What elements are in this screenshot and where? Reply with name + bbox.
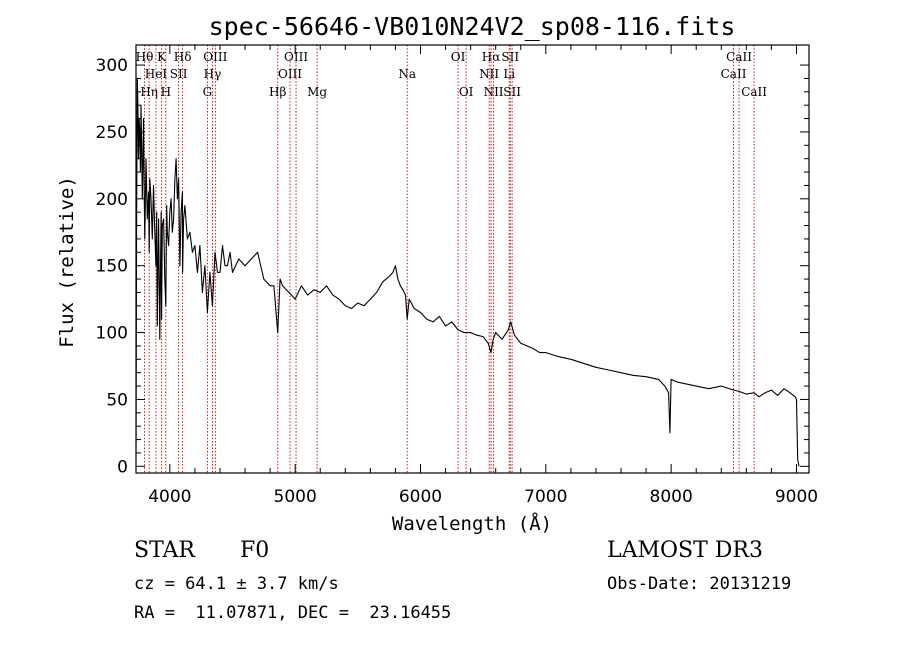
- x-axis-label: Wavelength (Å): [392, 512, 552, 535]
- plot-frame: [135, 44, 810, 474]
- line-marker-label-19: NII: [479, 67, 499, 81]
- y-tick-label: 250: [96, 123, 128, 143]
- y-tick-label: 200: [96, 190, 128, 210]
- line-marker-label-13: OIII: [278, 67, 302, 81]
- object-subclass: F0: [240, 538, 270, 563]
- chart-title: spec-56646-VB010N24V2_sp08-116.fits: [209, 12, 736, 41]
- line-marker-label-6: H: [161, 85, 171, 99]
- line-marker-label-22: Li: [503, 67, 515, 81]
- line-marker-label-16: Na: [398, 67, 416, 81]
- y-axis-label: Flux (relative): [56, 176, 78, 348]
- y-tick-label: 0: [117, 457, 128, 477]
- survey-label: LAMOST DR3: [607, 538, 763, 563]
- line-marker-label-20: Hα: [482, 50, 501, 64]
- line-marker-label-11: OIII: [203, 50, 227, 64]
- x-axis: 4000 5000 6000 7000 8000 9000: [148, 45, 818, 507]
- x-tick-label: 4000: [148, 487, 191, 507]
- x-tick-label: 9000: [775, 487, 818, 507]
- emission-line-labels: Hθ Hη HeI K H SII Hδ G Hγ OIII Hβ OIII OIII Mg Na OI OI N…: [136, 50, 768, 99]
- obs-date-text: Obs-Date: 20131219: [607, 574, 792, 594]
- line-marker-label-14: OIII: [284, 50, 308, 64]
- line-marker-label-17: OI: [451, 50, 466, 64]
- line-marker-label-7: SII: [170, 67, 188, 81]
- line-marker-label-10: Hγ: [204, 67, 222, 81]
- line-marker-label-4: HeI: [145, 67, 168, 81]
- line-marker-label-24: SII: [503, 85, 521, 99]
- line-marker-label-23: SII: [501, 50, 519, 64]
- line-marker-label-12: Hβ: [269, 85, 286, 99]
- y-tick-label: 100: [96, 324, 128, 344]
- x-tick-label: 5000: [274, 487, 317, 507]
- y-tick-label: 150: [96, 257, 128, 277]
- object-class: STAR: [134, 538, 195, 563]
- x-tick-label: 7000: [524, 487, 567, 507]
- line-marker-label-27: CaII: [741, 85, 767, 99]
- line-marker-label-26: CaII: [726, 50, 752, 64]
- emission-line-markers: [144, 45, 755, 473]
- y-tick-label: 300: [96, 56, 128, 76]
- line-marker-label-25: CaII: [721, 67, 747, 81]
- line-marker-label-5: K: [157, 50, 167, 64]
- redshift-text: cz = 64.1 ± 3.7 km/s: [134, 574, 339, 594]
- x-tick-label: 6000: [399, 487, 442, 507]
- line-marker-label-15: Mg: [307, 85, 327, 99]
- line-marker-label-2: Hθ: [136, 50, 154, 64]
- line-marker-label-21: NII: [484, 85, 504, 99]
- line-marker-label-3: Hη: [140, 85, 158, 99]
- line-marker-label-18: OI: [459, 85, 474, 99]
- line-marker-label-8: Hδ: [174, 50, 192, 64]
- coordinates-text: RA = 11.07871, DEC = 23.16455: [134, 603, 452, 623]
- y-tick-label: 50: [106, 390, 128, 410]
- y-axis: 0 50 100 150 200 250 300: [96, 56, 809, 477]
- line-marker-label-9: G: [203, 85, 213, 99]
- spectrum-line: [135, 77, 800, 467]
- x-tick-label: 8000: [650, 487, 693, 507]
